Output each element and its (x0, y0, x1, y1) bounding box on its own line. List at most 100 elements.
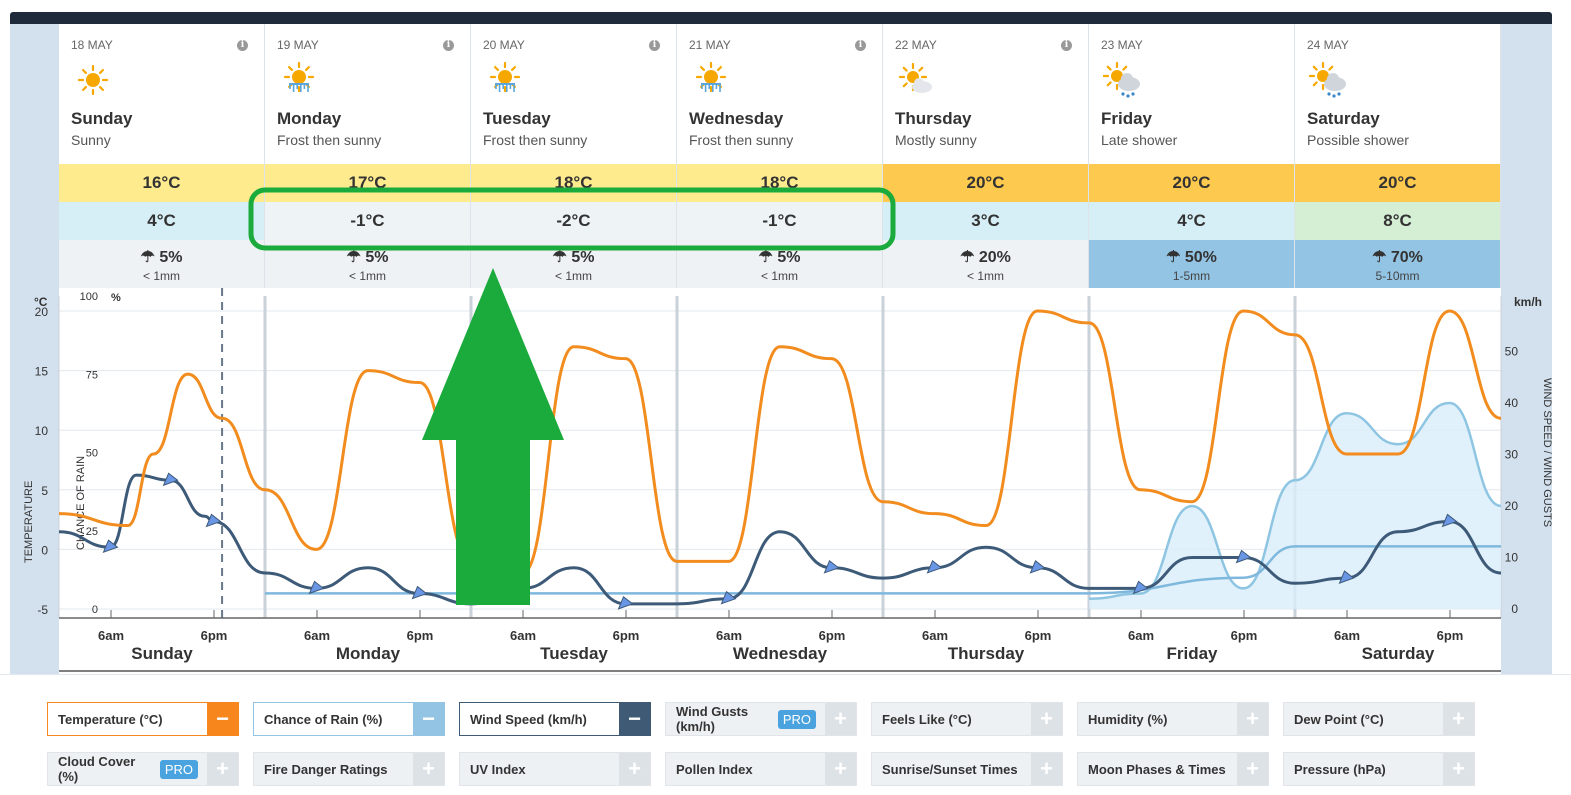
legend-toggle-chance-of-rain[interactable]: Chance of Rain (%) − (253, 702, 445, 736)
legend-toggle-cloud-cover[interactable]: Cloud Cover (%) PRO + (47, 752, 239, 786)
rain-amount: < 1mm (142, 269, 180, 283)
hour-tick-6pm: 6pm (1025, 628, 1052, 643)
plus-icon[interactable]: + (413, 753, 444, 785)
rain-chance: ☂ 20% (883, 247, 1088, 267)
chart-legend: Temperature (°C) − Chance of Rain (%) − Wi… (0, 674, 1571, 795)
wind-direction-marker (926, 560, 943, 574)
plus-icon[interactable]: + (1237, 703, 1268, 735)
temperature-line (58, 309, 1502, 575)
hour-tick-6pm: 6pm (1231, 628, 1258, 643)
temp-unit: °C (34, 295, 48, 309)
legend-toggle-feels-like-c[interactable]: Feels Like (°C) + (871, 702, 1063, 736)
plot-background (59, 288, 1501, 674)
info-icon[interactable]: i (1061, 40, 1072, 51)
day-name: Wednesday (689, 109, 784, 128)
day-name: Thursday (895, 109, 972, 128)
legend-toggle-dew-point-c[interactable]: Dew Point (°C) + (1283, 702, 1475, 736)
info-icon[interactable]: i (237, 40, 248, 51)
x-day-label: Sunday (131, 644, 193, 663)
plus-icon[interactable]: + (1443, 753, 1474, 785)
rain-forecast: ☂ 5% < 1mm (471, 240, 676, 288)
rain-tick-label: 50 (86, 448, 98, 460)
info-icon[interactable]: i (855, 40, 866, 51)
legend-label: Chance of Rain (%) (264, 711, 383, 727)
rain-chance: ☂ 5% (471, 247, 676, 267)
minus-icon[interactable]: − (619, 703, 650, 735)
info-icon[interactable]: i (443, 40, 454, 51)
rain-tick-label: 100 (80, 291, 98, 303)
day-date: 20 MAY (483, 38, 525, 52)
legend-toggle-wind-gusts-km-h[interactable]: Wind Gusts (km/h) PRO + (665, 702, 857, 736)
day-date: 21 MAY (689, 38, 731, 52)
wind-direction-marker (102, 539, 119, 554)
rain-axis-title: CHANCE OF RAIN (75, 456, 87, 550)
wind-gust-line (1088, 401, 1502, 600)
day-description: Late shower (1101, 132, 1178, 148)
rain-forecast: ☂ 70% 5-10mm (1295, 240, 1500, 288)
rain-tick-label: 25 (86, 526, 98, 538)
plus-icon[interactable]: + (207, 753, 238, 785)
max-temperature: 18°C (471, 164, 676, 202)
x-day-label: Tuesday (540, 644, 608, 663)
rain-tick-label: 75 (86, 369, 98, 381)
wind-unit: km/h (1514, 295, 1542, 309)
legend-label: Cloud Cover (%) (58, 754, 136, 784)
wind-direction-marker (1029, 560, 1046, 574)
day-column-tuesday[interactable]: 20 MAY i Tuesday Frost then sunny 18°C -… (471, 24, 677, 288)
legend-toggle-uv-index[interactable]: UV Index + (459, 752, 651, 786)
rain-chance: ☂ 5% (59, 247, 264, 267)
legend-toggle-moon-phases-times[interactable]: Moon Phases & Times + (1077, 752, 1269, 786)
legend-toggle-temperature-c[interactable]: Temperature (°C) − (47, 702, 239, 736)
rain-amount: < 1mm (760, 269, 798, 283)
rain-chance: ☂ 5% (677, 247, 882, 267)
legend-label: Pressure (hPa) (1294, 761, 1386, 777)
frost-sun-icon (279, 61, 319, 98)
legend-toggle-pollen-index[interactable]: Pollen Index + (665, 752, 857, 786)
min-temperature: 8°C (1295, 202, 1500, 240)
hour-tick-6am: 6am (922, 628, 948, 643)
plus-icon[interactable]: + (825, 703, 856, 735)
sun-shower-icon (1102, 61, 1143, 98)
rain-forecast: ☂ 5% < 1mm (677, 240, 882, 288)
max-temperature: 16°C (59, 164, 264, 202)
minus-icon[interactable]: − (413, 703, 444, 735)
legend-toggle-pressure-hpa[interactable]: Pressure (hPa) + (1283, 752, 1475, 786)
wind-tick-label: 10 (1505, 551, 1519, 565)
legend-label: Moon Phases & Times (1088, 761, 1226, 777)
legend-toggle-fire-danger-ratings[interactable]: Fire Danger Ratings + (253, 752, 445, 786)
max-temperature: 20°C (883, 164, 1088, 202)
plus-icon[interactable]: + (1031, 703, 1062, 735)
day-name: Monday (277, 109, 342, 128)
day-column-sunday[interactable]: 18 MAY i Sunday Sunny 16°C 4°C ☂ 5% < 1m… (59, 24, 265, 288)
temp-tick-label: -5 (37, 603, 48, 617)
legend-toggle-wind-speed-km-h[interactable]: Wind Speed (km/h) − (459, 702, 651, 736)
day-description: Frost then sunny (483, 132, 588, 148)
plus-icon[interactable]: + (619, 753, 650, 785)
pro-badge: PRO (777, 710, 816, 729)
hour-tick-6pm: 6pm (1437, 628, 1464, 643)
info-icon[interactable]: i (649, 40, 660, 51)
hour-tick-6am: 6am (98, 628, 124, 643)
rain-chance: ☂ 50% (1089, 247, 1294, 267)
rain-chance-value: 70% (1390, 249, 1423, 266)
wind-direction-marker (1132, 580, 1149, 595)
wind-direction-marker (720, 590, 737, 605)
legend-toggle-sunrise-sunset-times[interactable]: Sunrise/Sunset Times + (871, 752, 1063, 786)
legend-label: Sunrise/Sunset Times (882, 761, 1018, 777)
plus-icon[interactable]: + (825, 753, 856, 785)
x-day-label: Saturday (1362, 644, 1435, 663)
plus-icon[interactable]: + (1443, 703, 1474, 735)
day-column-saturday[interactable]: 24 MAY Saturday Possible shower 20°C 8°C… (1295, 24, 1501, 288)
day-column-wednesday[interactable]: 21 MAY i Wednesday Frost then sunny 18°C… (677, 24, 883, 288)
day-column-monday[interactable]: 19 MAY i Monday Frost then sunny 17°C -1… (265, 24, 471, 288)
x-day-label: Monday (336, 644, 401, 663)
plus-icon[interactable]: + (1237, 753, 1268, 785)
minus-icon[interactable]: − (207, 703, 238, 735)
rain-amount: < 1mm (966, 269, 1004, 283)
day-date: 23 MAY (1101, 38, 1143, 52)
plus-icon[interactable]: + (1031, 753, 1062, 785)
day-column-friday[interactable]: 23 MAY Friday Late shower 20°C 4°C ☂ 50%… (1089, 24, 1295, 288)
day-column-thursday[interactable]: 22 MAY i Thursday Mostly sunny 20°C 3°C … (883, 24, 1089, 288)
legend-toggle-humidity[interactable]: Humidity (%) + (1077, 702, 1269, 736)
